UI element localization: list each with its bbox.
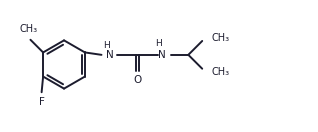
Text: H: H [104,41,110,50]
Text: O: O [133,75,141,85]
Text: H: H [155,39,162,48]
Text: CH₃: CH₃ [212,33,230,43]
Text: N: N [106,50,114,60]
Text: N: N [158,50,165,60]
Text: CH₃: CH₃ [19,24,38,34]
Text: F: F [39,97,45,107]
Text: CH₃: CH₃ [212,67,230,77]
